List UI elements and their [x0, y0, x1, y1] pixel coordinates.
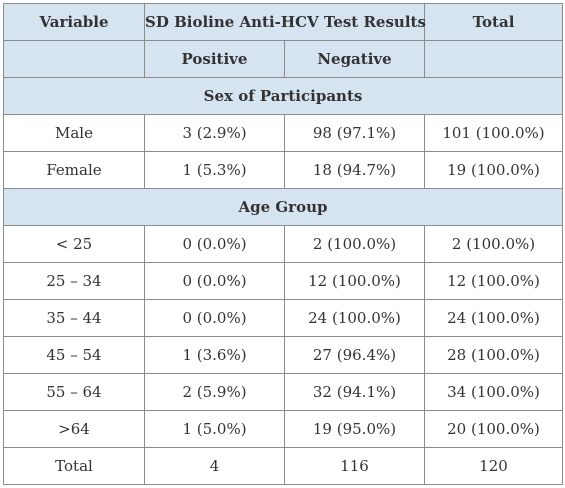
cell-negative: 18 (94.7%) — [284, 151, 425, 189]
totals-row: Total 4 116 120 — [3, 447, 563, 485]
cell-negative: 19 (95.0%) — [284, 410, 425, 448]
cell-negative: 2 (100.0%) — [284, 225, 425, 263]
cell-total: 101 (100.0%) — [424, 114, 563, 152]
header-variable-blank — [3, 40, 145, 78]
header-positive: Positive — [144, 40, 285, 78]
table-row: 35 – 44 0 (0.0%) 24 (100.0%) 24 (100.0%) — [3, 299, 563, 337]
cell-variable: 55 – 64 — [3, 373, 145, 411]
cell-variable: Male — [3, 114, 145, 152]
table-row: Female 1 (5.3%) 18 (94.7%) 19 (100.0%) — [3, 151, 563, 189]
section-title: Age Group — [3, 188, 563, 226]
cell-positive: 0 (0.0%) — [144, 299, 285, 337]
table-row: >64 1 (5.0%) 19 (95.0%) 20 (100.0%) — [3, 410, 563, 448]
header-test-results: SD Bioline Anti-HCV Test Results — [144, 3, 426, 41]
table-row: < 25 0 (0.0%) 2 (100.0%) 2 (100.0%) — [3, 225, 563, 263]
table-row: 55 – 64 2 (5.9%) 32 (94.1%) 34 (100.0%) — [3, 373, 563, 411]
section-title: Sex of Participants — [3, 77, 563, 115]
cell-positive: 4 — [144, 447, 285, 485]
cell-positive: 1 (3.6%) — [144, 336, 285, 374]
header-row-1: Variable SD Bioline Anti-HCV Test Result… — [3, 3, 563, 41]
table-row: 45 – 54 1 (3.6%) 27 (96.4%) 28 (100.0%) — [3, 336, 563, 374]
cell-negative: 116 — [284, 447, 425, 485]
section-row-sex: Sex of Participants — [3, 77, 563, 115]
cell-variable: >64 — [3, 410, 145, 448]
cell-positive: 2 (5.9%) — [144, 373, 285, 411]
cell-total: 20 (100.0%) — [424, 410, 563, 448]
cell-variable: 45 – 54 — [3, 336, 145, 374]
cell-variable: 35 – 44 — [3, 299, 145, 337]
cell-positive: 0 (0.0%) — [144, 262, 285, 300]
cell-total: 19 (100.0%) — [424, 151, 563, 189]
cell-negative: 32 (94.1%) — [284, 373, 425, 411]
cell-total: 120 — [424, 447, 563, 485]
header-variable: Variable — [3, 3, 145, 41]
cell-variable: Female — [3, 151, 145, 189]
header-total-blank — [424, 40, 563, 78]
cell-variable: Total — [3, 447, 145, 485]
section-row-age: Age Group — [3, 188, 563, 226]
header-negative: Negative — [284, 40, 425, 78]
cell-positive: 0 (0.0%) — [144, 225, 285, 263]
cell-positive: 3 (2.9%) — [144, 114, 285, 152]
cell-negative: 98 (97.1%) — [284, 114, 425, 152]
cell-total: 34 (100.0%) — [424, 373, 563, 411]
cell-negative: 12 (100.0%) — [284, 262, 425, 300]
cell-negative: 24 (100.0%) — [284, 299, 425, 337]
cell-negative: 27 (96.4%) — [284, 336, 425, 374]
cell-variable: 25 – 34 — [3, 262, 145, 300]
cell-total: 2 (100.0%) — [424, 225, 563, 263]
cell-total: 12 (100.0%) — [424, 262, 563, 300]
cell-positive: 1 (5.3%) — [144, 151, 285, 189]
header-row-2: Positive Negative — [3, 40, 563, 78]
results-table: Variable SD Bioline Anti-HCV Test Result… — [3, 3, 563, 485]
header-total: Total — [424, 3, 563, 41]
cell-variable: < 25 — [3, 225, 145, 263]
cell-total: 28 (100.0%) — [424, 336, 563, 374]
cell-positive: 1 (5.0%) — [144, 410, 285, 448]
table-row: Male 3 (2.9%) 98 (97.1%) 101 (100.0%) — [3, 114, 563, 152]
cell-total: 24 (100.0%) — [424, 299, 563, 337]
table-row: 25 – 34 0 (0.0%) 12 (100.0%) 12 (100.0%) — [3, 262, 563, 300]
